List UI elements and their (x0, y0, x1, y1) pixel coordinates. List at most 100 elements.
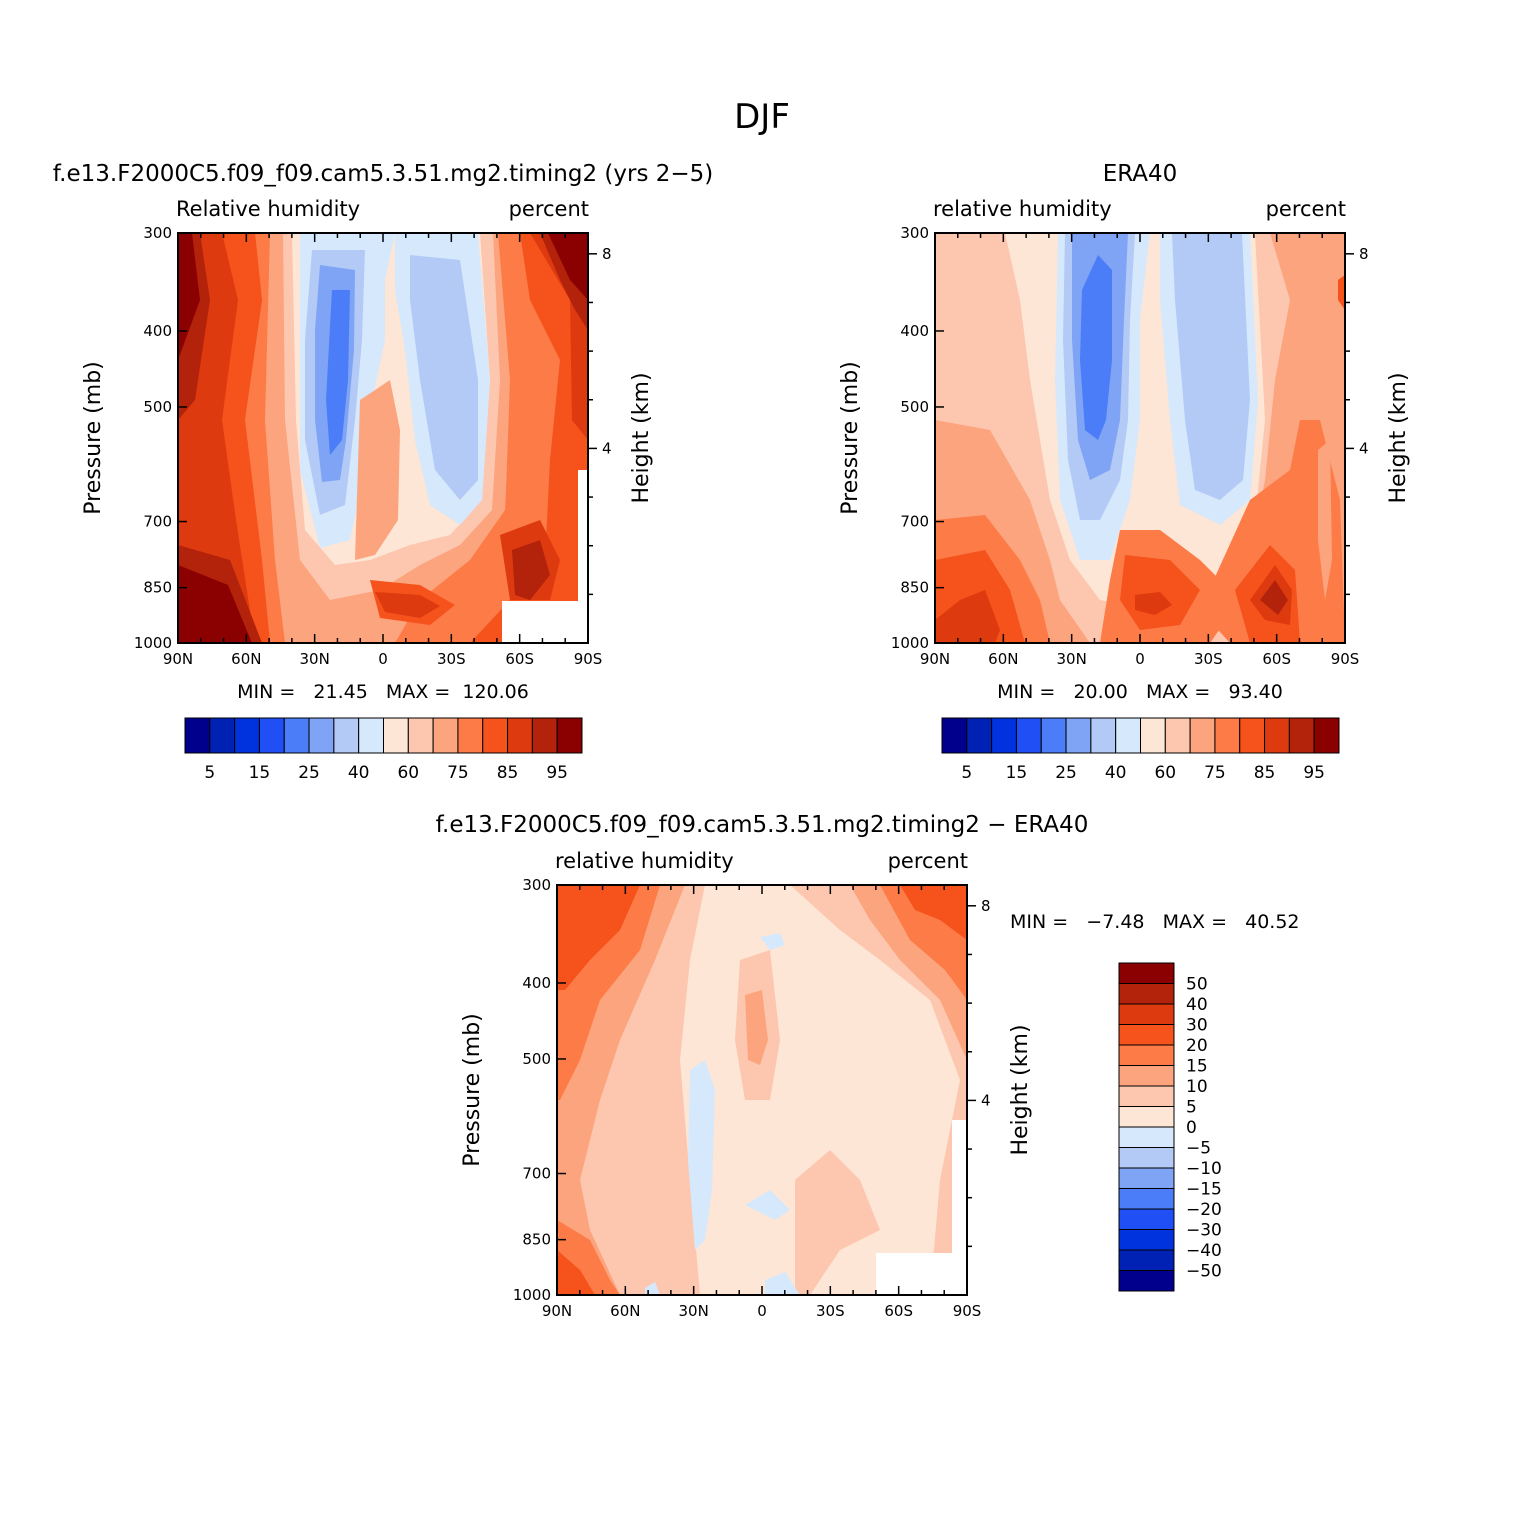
colorbar-label: −50 (1186, 1262, 1222, 1282)
variable-label: Relative humidity (176, 197, 360, 221)
x-tick-label: 60S (505, 650, 534, 668)
colorbar-label: 10 (1186, 1077, 1208, 1097)
colorbar-label: 95 (1303, 763, 1325, 783)
contour-band (900, 885, 967, 940)
min-max-label: MIN = 20.00 MAX = 93.40 (997, 681, 1283, 703)
colorbar-swatch (234, 717, 260, 754)
pressure-tick-label: 700 (900, 513, 929, 531)
height-tick-label: 4 (1359, 439, 1369, 457)
y-axis-title-right: Height (km) (1008, 1024, 1033, 1155)
colorbar-label: 75 (1204, 763, 1226, 783)
colorbar-label: 15 (1186, 1057, 1208, 1077)
x-tick-label: 90N (542, 1302, 572, 1320)
contour-band (1338, 275, 1345, 310)
contour-band (1135, 592, 1172, 615)
contour-band (1080, 255, 1112, 440)
pressure-tick-label: 400 (522, 974, 551, 992)
colorbar-swatch (1118, 1044, 1175, 1066)
colorbar-label: 25 (298, 763, 320, 783)
height-tick-label: 4 (602, 439, 612, 457)
colorbar-swatch (556, 717, 583, 754)
height-tick-label: 4 (981, 1091, 991, 1109)
pressure-tick-label: 300 (522, 876, 551, 894)
panel-title: f.e13.F2000C5.f09_f09.cam5.3.51.mg2.timi… (436, 812, 1089, 838)
missing-data-mask (952, 1120, 967, 1253)
colorbar-swatch (1189, 717, 1216, 754)
colorbar-label: −20 (1186, 1200, 1222, 1220)
colorbar-swatch (283, 717, 310, 754)
x-tick-label: 60S (1262, 650, 1291, 668)
contour-band (1260, 580, 1288, 615)
contour-band (548, 233, 588, 300)
colorbar-swatch (991, 717, 1017, 754)
colorbar-swatch (432, 717, 459, 754)
contour-band (1200, 420, 1345, 643)
colorbar-label: 60 (397, 763, 419, 783)
colorbar-label: 95 (546, 763, 568, 783)
y-axis-title-right: Height (km) (629, 372, 654, 503)
colorbar-swatch (1118, 1249, 1175, 1271)
x-tick-label: 90S (953, 1302, 982, 1320)
height-tick-label: 8 (602, 245, 612, 263)
colorbar-swatch (1118, 1147, 1175, 1169)
colorbar-swatch (209, 717, 236, 754)
pressure-tick-label: 850 (143, 579, 172, 597)
colorbar-label: 30 (1186, 1016, 1208, 1036)
panel-diff: f.e13.F2000C5.f09_f09.cam5.3.51.mg2.timi… (436, 812, 1300, 1320)
x-tick-label: 30S (816, 1302, 845, 1320)
pressure-tick-label: 850 (900, 579, 929, 597)
height-tick-label: 8 (981, 897, 991, 915)
x-tick-label: 60N (988, 650, 1018, 668)
colorbar-swatch (333, 717, 360, 754)
colorbar-label: −15 (1186, 1180, 1222, 1200)
colorbar-label: 60 (1154, 763, 1176, 783)
x-tick-label: 30N (1057, 650, 1087, 668)
colorbar-swatch (1140, 717, 1166, 754)
colorbar-label: 20 (1186, 1036, 1208, 1056)
colorbar-swatch (1239, 717, 1266, 754)
colorbar-swatch (1214, 717, 1241, 754)
pressure-tick-label: 700 (143, 513, 172, 531)
colorbar-swatch (1118, 1126, 1175, 1148)
min-max-label: MIN = −7.48 MAX = 40.52 (1010, 911, 1300, 933)
contour-band (795, 1150, 880, 1295)
x-tick-label: 90N (163, 650, 193, 668)
contour-field (935, 233, 1345, 643)
contour-band (790, 885, 967, 1295)
pressure-tick-label: 500 (522, 1050, 551, 1068)
contour-band (410, 255, 478, 500)
pressure-tick-label: 1000 (891, 634, 929, 652)
pressure-tick-label: 700 (522, 1165, 551, 1183)
contour-field (178, 233, 588, 643)
colorbar-label: −30 (1186, 1221, 1222, 1241)
colorbar: 5 15 25 40 60 75 85 95 (184, 717, 583, 783)
colorbar-swatch (1015, 717, 1042, 754)
colorbar-swatch (1118, 962, 1175, 984)
pressure-tick-label: 400 (900, 322, 929, 340)
colorbar-swatch (1118, 1106, 1175, 1128)
colorbar-label: 5 (1186, 1098, 1197, 1118)
contour-band (355, 380, 400, 560)
x-tick-label: 30S (1194, 650, 1223, 668)
contour-band (935, 590, 1000, 643)
height-tick-label: 8 (1359, 245, 1369, 263)
colorbar-label: −5 (1186, 1139, 1211, 1159)
units-label: percent (509, 197, 589, 221)
pressure-tick-label: 400 (143, 322, 172, 340)
colorbar-swatch (407, 717, 434, 754)
x-tick-label: 30N (679, 1302, 709, 1320)
axis-ticks (177, 232, 597, 644)
contour-band (557, 885, 640, 990)
page-title: DJF (734, 97, 790, 137)
contour-band (512, 540, 550, 600)
variable-label: relative humidity (555, 849, 734, 873)
colorbar-swatch (1164, 717, 1191, 754)
missing-data-mask (502, 601, 588, 643)
colorbar-swatch (531, 717, 558, 754)
x-tick-label: 60N (610, 1302, 640, 1320)
panel-title: ERA40 (1103, 161, 1178, 187)
units-label: percent (1266, 197, 1346, 221)
colorbar-label: 85 (497, 763, 519, 783)
